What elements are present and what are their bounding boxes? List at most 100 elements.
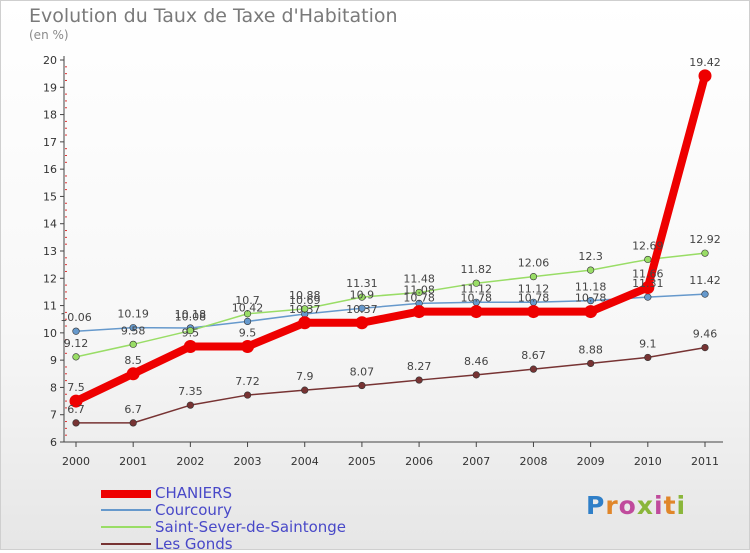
series-point bbox=[243, 310, 252, 318]
y-tick-label: 17 bbox=[43, 136, 57, 149]
series-point bbox=[415, 288, 423, 297]
series-point bbox=[644, 353, 652, 362]
data-label: 10.9 bbox=[350, 288, 375, 301]
data-label: 10.18 bbox=[175, 308, 207, 321]
series-line bbox=[72, 71, 709, 406]
logo-letter: r bbox=[605, 491, 619, 520]
data-label: 10.19 bbox=[117, 308, 149, 321]
data-label: 10.69 bbox=[289, 294, 321, 307]
series-point bbox=[644, 293, 652, 301]
x-tick-label: 2007 bbox=[462, 455, 490, 468]
series-point bbox=[529, 273, 538, 281]
series-point bbox=[701, 249, 709, 257]
legend-swatch bbox=[101, 490, 151, 498]
data-label: 9.58 bbox=[121, 324, 146, 337]
series-point bbox=[183, 340, 197, 353]
legend-label: Les Gonds bbox=[155, 535, 233, 553]
legend-swatch bbox=[101, 543, 151, 545]
data-label: 9.5 bbox=[182, 327, 200, 340]
series-point bbox=[641, 281, 655, 295]
data-label: 6.7 bbox=[67, 403, 85, 416]
series-point bbox=[301, 305, 309, 313]
series-point bbox=[72, 353, 80, 361]
series-point bbox=[469, 305, 483, 319]
axes: 6 7 8 9 10 11 12 13 14 15 16 17 18 19 20 2000 2001 2002 20… bbox=[43, 54, 723, 468]
legend-label: CHANIERS bbox=[155, 484, 233, 502]
x-tick-label: 2002 bbox=[176, 455, 204, 468]
y-tick-label: 14 bbox=[43, 218, 57, 231]
series-point bbox=[243, 317, 252, 325]
y-tick-label: 11 bbox=[43, 300, 57, 313]
y-tick-label: 8 bbox=[50, 381, 57, 394]
data-label: 19.42 bbox=[689, 56, 721, 69]
logo-letter: i bbox=[654, 491, 664, 520]
data-label: 10.78 bbox=[575, 292, 607, 305]
series-point bbox=[529, 365, 538, 373]
x-tick-label: 2006 bbox=[405, 455, 433, 468]
legend-label: Courcoury bbox=[155, 501, 232, 519]
series-point bbox=[298, 316, 312, 330]
data-label: 11.31 bbox=[632, 277, 664, 290]
data-label: 11.48 bbox=[403, 272, 435, 285]
data-label: 11.31 bbox=[346, 277, 378, 290]
data-label: 12.69 bbox=[632, 239, 664, 252]
y-tick-label: 20 bbox=[43, 54, 57, 67]
data-label: 6.7 bbox=[124, 403, 142, 416]
data-label: 7.9 bbox=[296, 370, 314, 383]
x-tick-label: 2011 bbox=[691, 455, 719, 468]
x-tick-label: 2004 bbox=[291, 455, 319, 468]
series-point bbox=[358, 293, 366, 301]
data-label: 11.66 bbox=[632, 268, 664, 281]
data-label: 7.5 bbox=[67, 381, 85, 394]
legend-swatch bbox=[101, 509, 151, 511]
series-point bbox=[186, 401, 194, 409]
x-tick-label: 2008 bbox=[519, 455, 547, 468]
data-label: 8.88 bbox=[578, 343, 603, 356]
series-point bbox=[526, 305, 540, 319]
legend-label: Saint-Sever-de-Saintonge bbox=[155, 518, 347, 536]
data-label: 10.7 bbox=[235, 294, 260, 307]
series-point bbox=[72, 419, 80, 427]
series-point bbox=[129, 324, 137, 332]
logo-letter: o bbox=[618, 491, 637, 520]
x-tick-label: 2010 bbox=[634, 455, 662, 468]
data-label: 9.12 bbox=[64, 337, 89, 350]
data-label: 10.08 bbox=[175, 311, 207, 324]
y-tick-label: 12 bbox=[43, 272, 57, 285]
data-label: 12.92 bbox=[689, 233, 721, 246]
y-tick-label: 13 bbox=[43, 245, 57, 258]
y-tick-label: 19 bbox=[43, 81, 57, 94]
data-label: 10.78 bbox=[461, 292, 493, 305]
y-tick-label: 9 bbox=[50, 354, 57, 367]
data-label: 9.46 bbox=[693, 328, 718, 341]
series-point bbox=[72, 327, 80, 335]
series-point bbox=[698, 69, 712, 83]
logo-letter: x bbox=[636, 491, 654, 520]
data-label: 10.88 bbox=[289, 289, 321, 302]
logo-letter: P bbox=[586, 491, 606, 520]
y-tick-label: 7 bbox=[50, 409, 57, 422]
series-line bbox=[75, 346, 706, 424]
series-labels: 7.5 8.5 9.5 9.5 10.37 10.37 10.78 10.78 10.78 10.… bbox=[60, 56, 721, 416]
data-label: 10.78 bbox=[403, 292, 435, 305]
series-point bbox=[358, 381, 366, 390]
y-tick-label: 15 bbox=[43, 190, 57, 203]
series-point bbox=[241, 340, 255, 353]
series-point bbox=[701, 290, 709, 298]
series-lines bbox=[69, 69, 712, 427]
data-label: 10.37 bbox=[346, 303, 378, 316]
data-label: 10.37 bbox=[289, 303, 321, 316]
series-point bbox=[126, 367, 140, 381]
data-label: 8.07 bbox=[350, 366, 375, 379]
data-label: 11.82 bbox=[461, 263, 493, 276]
y-tick-label: 10 bbox=[43, 327, 57, 340]
series-point bbox=[587, 266, 595, 274]
series-point bbox=[701, 343, 709, 352]
logo-letter: i bbox=[676, 491, 687, 520]
x-tick-label: 2005 bbox=[348, 455, 376, 468]
x-tick-label: 2000 bbox=[62, 455, 90, 468]
series-point bbox=[412, 305, 426, 319]
series-point bbox=[358, 304, 366, 312]
